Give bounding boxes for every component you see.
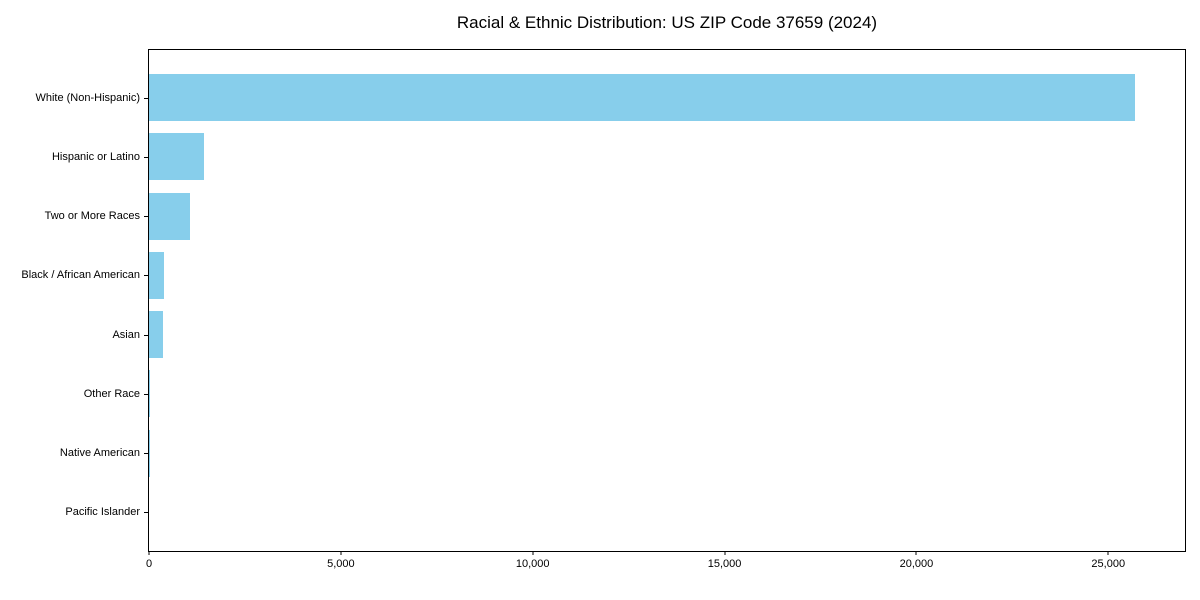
bar bbox=[149, 370, 151, 418]
bar-row: Hispanic or Latino bbox=[52, 127, 1185, 186]
y-axis-label: Native American bbox=[59, 447, 140, 460]
bar bbox=[149, 192, 191, 240]
x-tick-label: 15,000 bbox=[707, 558, 742, 570]
y-axis-label: Asian bbox=[112, 328, 140, 341]
x-tick bbox=[915, 551, 917, 555]
y-axis-label: White (Non-Hispanic) bbox=[35, 91, 140, 104]
plot-area: White (Non-Hispanic) Hispanic or Latino Tw… bbox=[21, 49, 1186, 570]
bar bbox=[149, 74, 1136, 122]
x-tick-label: 20,000 bbox=[899, 558, 934, 570]
y-tick bbox=[144, 275, 148, 277]
x-tick bbox=[148, 551, 150, 555]
y-axis-label: Black / African American bbox=[21, 269, 140, 282]
bar bbox=[149, 251, 165, 299]
y-axis-label: Pacific Islander bbox=[65, 506, 140, 519]
y-tick bbox=[144, 216, 148, 218]
bar bbox=[149, 311, 164, 359]
x-tick bbox=[724, 551, 726, 555]
x-tick-label: 0 bbox=[145, 558, 153, 570]
chart-title: Racial & Ethnic Distribution: US ZIP Cod… bbox=[456, 13, 878, 32]
y-axis-label: Two or More Races bbox=[44, 210, 140, 223]
bars-container: White (Non-Hispanic) Hispanic or Latino Tw… bbox=[21, 68, 1185, 542]
bar-row: Other Race bbox=[84, 364, 1185, 423]
x-tick-label: 10,000 bbox=[515, 558, 550, 570]
bar-row: Black / African American bbox=[21, 246, 1185, 305]
y-tick bbox=[144, 334, 148, 336]
x-tick bbox=[340, 551, 342, 555]
y-tick bbox=[144, 156, 148, 158]
y-tick bbox=[144, 512, 148, 514]
bar-row: White (Non-Hispanic) bbox=[35, 68, 1185, 127]
bar-row: Pacific Islander bbox=[65, 483, 1185, 542]
x-tick-label: 25,000 bbox=[1091, 558, 1126, 570]
y-tick bbox=[144, 453, 148, 455]
y-tick bbox=[144, 393, 148, 395]
y-axis-label: Hispanic or Latino bbox=[51, 150, 140, 163]
x-tick bbox=[1107, 551, 1109, 555]
bar-row: Two or More Races bbox=[45, 187, 1185, 246]
bar bbox=[149, 133, 204, 181]
x-tick bbox=[532, 551, 534, 555]
bar-row: Native American bbox=[60, 424, 1185, 483]
y-tick bbox=[144, 97, 148, 99]
bar-row: Asian bbox=[112, 305, 1185, 364]
x-tick-label: 5,000 bbox=[327, 558, 355, 570]
y-axis-label: Other Race bbox=[83, 387, 140, 400]
